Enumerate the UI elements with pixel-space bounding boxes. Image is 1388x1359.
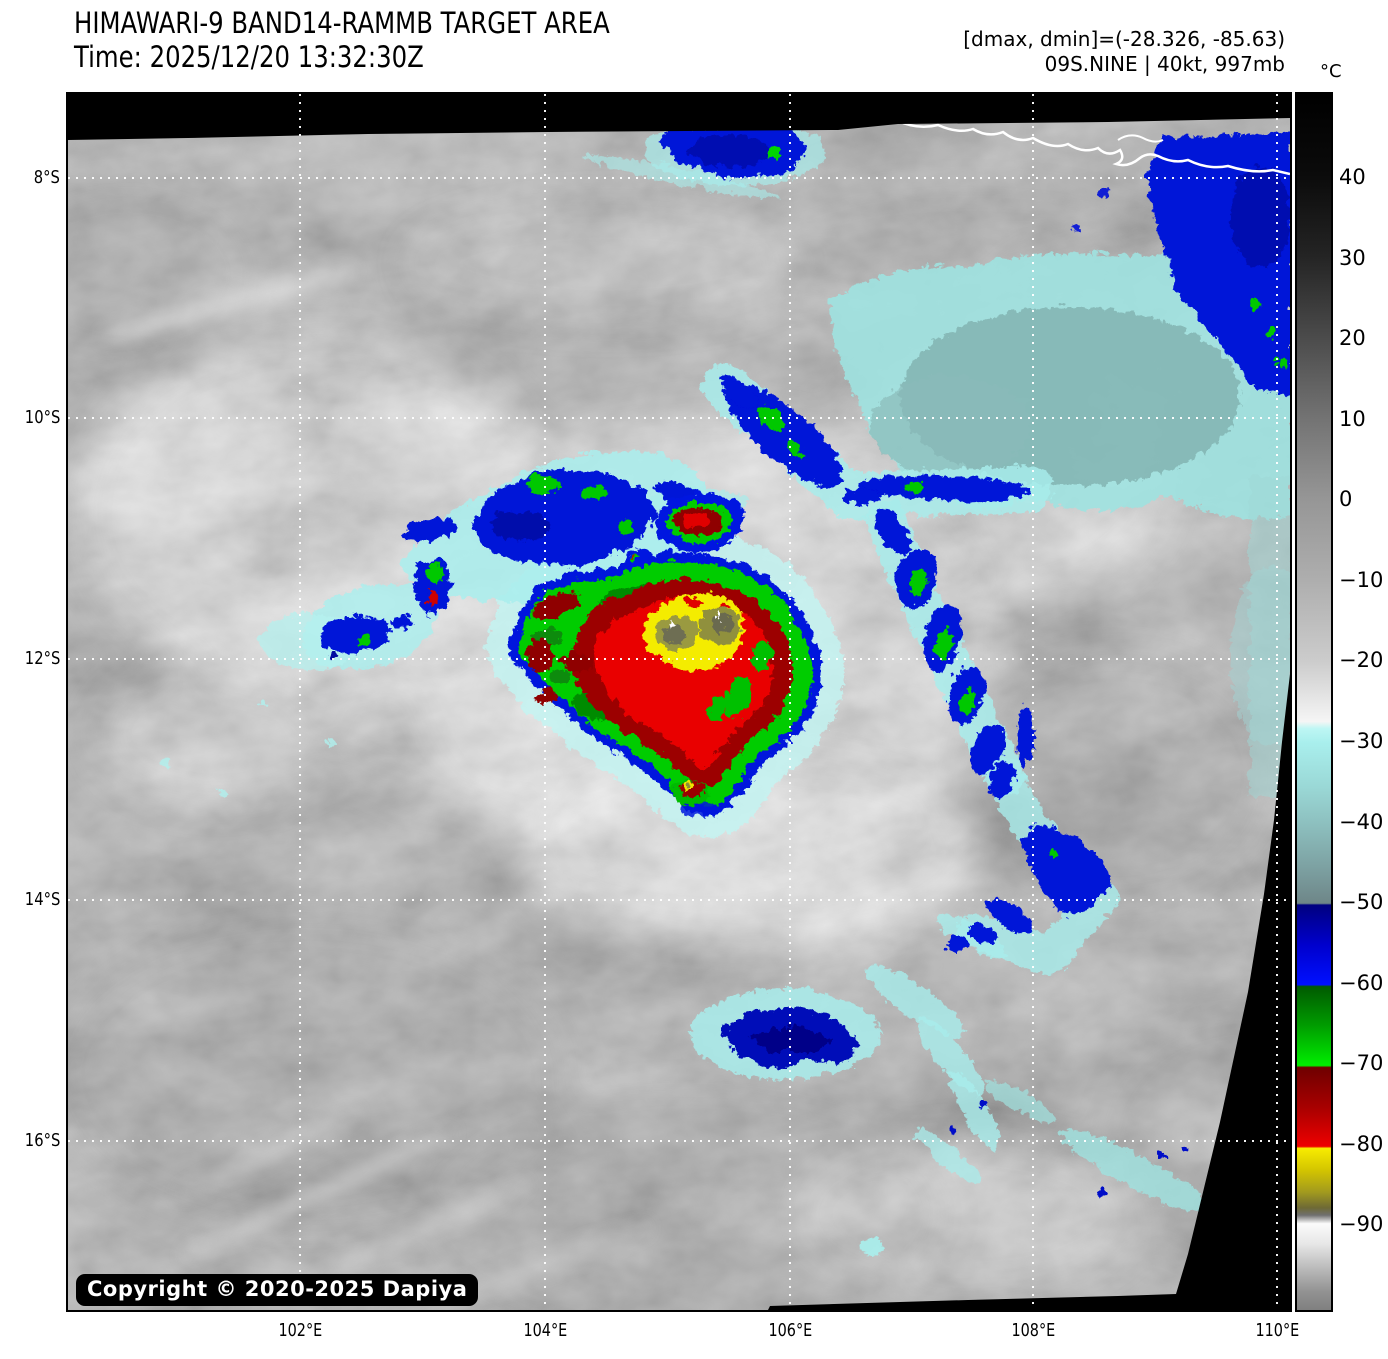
lon-label: 104°E [523, 1320, 567, 1341]
lon-label: 110°E [1255, 1320, 1299, 1341]
colorbar-tick: 10 [1339, 407, 1366, 431]
colorbar-tick: 40 [1339, 165, 1366, 189]
lat-label: 16°S [24, 1130, 60, 1151]
page-title: HIMAWARI-9 BAND14-RAMMB TARGET AREA [74, 6, 610, 40]
info-block: [dmax, dmin]=(-28.326, -85.63) 09S.NINE … [963, 27, 1285, 77]
lat-label: 10°S [24, 407, 60, 428]
storm-cdo [515, 491, 810, 814]
coastline [829, 99, 1290, 176]
timestamp: Time: 2025/12/20 13:32:30Z [74, 40, 424, 74]
lat-label: 14°S [24, 889, 60, 910]
colorbar-tick: −30 [1339, 729, 1384, 753]
title-block: HIMAWARI-9 BAND14-RAMMB TARGET AREA Time… [74, 6, 712, 74]
scan-edge-mask [68, 94, 1290, 1310]
colorbar-tick: −80 [1339, 1132, 1384, 1156]
extrema-readout: [dmax, dmin]=(-28.326, -85.63) [963, 27, 1285, 51]
lon-label: 102°E [278, 1320, 322, 1341]
colorbar-tick: −40 [1339, 810, 1384, 834]
storm-readout: 09S.NINE | 40kt, 997mb [1044, 52, 1285, 76]
colorbar-tick: 0 [1339, 487, 1353, 511]
copyright-badge: Copyright © 2020-2025 Dapiya [76, 1274, 479, 1306]
colorbar-tick: −50 [1339, 890, 1384, 914]
colorbar-unit: °C [1320, 61, 1342, 82]
lat-label: 12°S [24, 648, 60, 669]
lon-label: 108°E [1011, 1320, 1055, 1341]
colorbar-tick: −90 [1339, 1212, 1384, 1236]
colorbar-tick: 30 [1339, 246, 1366, 270]
colorbar-tick: −10 [1339, 568, 1384, 592]
lat-label: 8°S [33, 167, 60, 188]
colorbar-tick: −70 [1339, 1051, 1384, 1075]
blue-cold-patches [110, 124, 1290, 1301]
satellite-image [68, 94, 1290, 1310]
graticule [68, 94, 1290, 1310]
colorbar-tick: −20 [1339, 648, 1384, 672]
lon-label: 106°E [768, 1320, 812, 1341]
temperature-colorbar [1295, 92, 1333, 1312]
map-frame: Copyright © 2020-2025 Dapiya [66, 92, 1292, 1312]
colorbar-tick: −60 [1339, 971, 1384, 995]
colorbar-tick: 20 [1339, 326, 1366, 350]
